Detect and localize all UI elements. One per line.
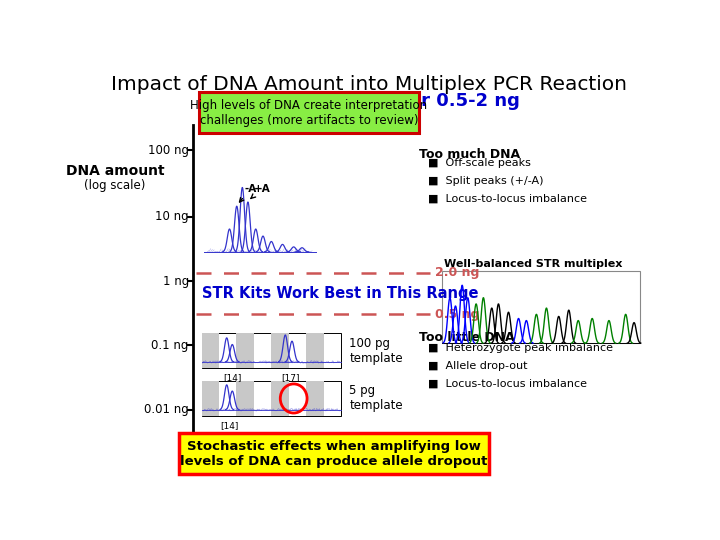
Text: 100 pg
template: 100 pg template bbox=[349, 336, 403, 365]
Text: Stochastic effects when amplifying low
levels of DNA can produce allele dropout: Stochastic effects when amplifying low l… bbox=[181, 440, 488, 468]
Text: Too little DNA: Too little DNA bbox=[419, 331, 515, 344]
Text: ■  Locus-to-locus imbalance: ■ Locus-to-locus imbalance bbox=[428, 193, 587, 203]
Text: Impact of DNA Amount into Multiplex PCR Reaction: Impact of DNA Amount into Multiplex PCR … bbox=[111, 75, 627, 94]
Bar bbox=[202, 333, 341, 368]
Text: [14]: [14] bbox=[223, 373, 241, 382]
Text: [17]: [17] bbox=[282, 373, 300, 382]
Text: We generally aim for 0.5-2 ng: We generally aim for 0.5-2 ng bbox=[219, 92, 519, 110]
Text: +A: +A bbox=[251, 184, 270, 199]
Bar bbox=[236, 333, 254, 368]
FancyBboxPatch shape bbox=[179, 433, 489, 474]
Text: [14]: [14] bbox=[220, 421, 239, 430]
Bar bbox=[271, 333, 289, 368]
Bar bbox=[306, 333, 324, 368]
Text: Too much DNA: Too much DNA bbox=[419, 148, 521, 161]
Text: STR Kits Work Best in This Range: STR Kits Work Best in This Range bbox=[202, 286, 478, 301]
Text: ■  Locus-to-locus imbalance: ■ Locus-to-locus imbalance bbox=[428, 379, 587, 388]
Text: Well-balanced STR multiplex: Well-balanced STR multiplex bbox=[444, 259, 623, 268]
Bar bbox=[202, 381, 219, 416]
Text: -A: -A bbox=[240, 184, 257, 202]
Text: 0.1 ng: 0.1 ng bbox=[151, 339, 189, 352]
Text: 10 ng: 10 ng bbox=[155, 210, 189, 223]
Bar bbox=[271, 381, 289, 416]
Text: ■  Off-scale peaks: ■ Off-scale peaks bbox=[428, 158, 531, 168]
Text: High levels of DNA create interpretation
challenges (more artifacts to review): High levels of DNA create interpretation… bbox=[191, 99, 428, 126]
Text: (log scale): (log scale) bbox=[84, 179, 145, 192]
Bar bbox=[236, 381, 254, 416]
Text: 1 ng: 1 ng bbox=[163, 274, 189, 287]
Text: 0.5 ng: 0.5 ng bbox=[435, 308, 480, 321]
Text: ■  Heterozygote peak imbalance: ■ Heterozygote peak imbalance bbox=[428, 343, 613, 353]
FancyBboxPatch shape bbox=[199, 92, 419, 133]
Text: 0.01 ng: 0.01 ng bbox=[144, 403, 189, 416]
Text: ■  Allele drop-out: ■ Allele drop-out bbox=[428, 361, 527, 371]
Text: 5 pg
template: 5 pg template bbox=[349, 384, 403, 413]
Bar bbox=[441, 271, 639, 343]
Text: 2.0 ng: 2.0 ng bbox=[435, 266, 480, 279]
Bar bbox=[202, 333, 219, 368]
Bar bbox=[202, 381, 341, 416]
Text: ■  Split peaks (+/-A): ■ Split peaks (+/-A) bbox=[428, 176, 543, 186]
Bar bbox=[306, 381, 324, 416]
Text: 100 ng: 100 ng bbox=[148, 144, 189, 157]
Text: DNA amount: DNA amount bbox=[66, 164, 164, 178]
